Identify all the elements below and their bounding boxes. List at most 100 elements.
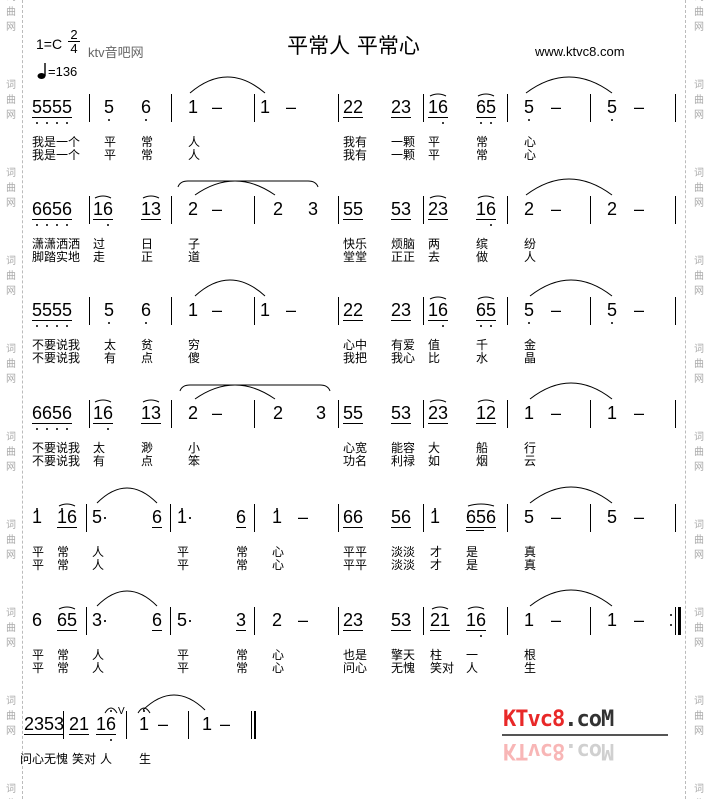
repeat-barline-thick [678, 607, 681, 635]
slur [529, 589, 613, 607]
lyric-word: 人 [92, 545, 105, 559]
lyric-word: 常 [141, 135, 154, 149]
time-top: 2 [70, 27, 78, 42]
barline [254, 196, 255, 224]
lyric-word: 平 [177, 558, 190, 572]
lyric-word: 平 [428, 148, 441, 162]
underline [391, 320, 411, 321]
lyric-word: 常 [57, 558, 70, 572]
lyric-word: 心 [272, 558, 285, 572]
high-octave-dot [276, 508, 278, 510]
final-barline-thick [254, 711, 256, 739]
low-octave-dot [46, 325, 48, 327]
underline [391, 527, 411, 528]
underline [476, 117, 496, 118]
note: 2 [524, 199, 535, 219]
lyric-word: 不要说我 [32, 441, 81, 455]
side-watermark: 词曲网 [6, 80, 16, 121]
song-title: 平常人 平常心 [287, 34, 420, 58]
lyric-word: 傻 [188, 351, 201, 365]
note: 1 [139, 714, 150, 734]
lyric-word: 点 [141, 351, 154, 365]
note: 2 [273, 403, 284, 423]
side-watermark: 词曲网 [6, 0, 16, 33]
note: – [220, 714, 231, 734]
slur [96, 590, 158, 607]
lyric-word: 子 [188, 237, 201, 251]
underline [466, 630, 486, 631]
lyric-word: 晶 [524, 351, 537, 365]
lyric-word: 道 [188, 250, 201, 264]
lyric-word: 船 [476, 441, 489, 455]
note: 5 [524, 507, 535, 527]
note: – [551, 97, 562, 117]
site-url[interactable]: www.ktvc8.com [535, 44, 625, 59]
low-octave-dot [46, 428, 48, 430]
barline [171, 196, 172, 224]
lyric-word: 行 [524, 441, 537, 455]
lyric-word: 无愧 [391, 661, 416, 675]
note: 16 [476, 199, 497, 219]
tie-mark [429, 195, 447, 199]
barline [170, 607, 171, 635]
underline [428, 117, 448, 118]
lyric-word: 小 [188, 441, 201, 455]
lyric-word: 不要说我 [32, 338, 81, 352]
barline [171, 297, 172, 325]
slur [96, 487, 158, 504]
underline [391, 423, 411, 424]
low-octave-dot [66, 325, 68, 327]
logo-red-text: KTvc8 [503, 707, 565, 732]
lyric-word: 擎天 [391, 648, 416, 662]
lyric-word: 平 [32, 648, 45, 662]
lyric-word: 平 [104, 135, 117, 149]
lyric-word: 才 [430, 558, 443, 572]
lyric-word: 一 [466, 648, 479, 662]
note: 1 [607, 610, 618, 630]
side-watermark: 词曲网 [694, 80, 704, 121]
note: – [551, 403, 562, 423]
note: 3 [308, 199, 319, 219]
lyric-word: 烟 [476, 454, 489, 468]
lyric-word: 淡淡 [391, 558, 416, 572]
underline [466, 527, 496, 528]
lyric-word: 平平 [343, 558, 368, 572]
lyric-word: 人 [92, 648, 105, 662]
low-octave-dot [56, 428, 58, 430]
side-watermark: 词曲网 [6, 432, 16, 473]
fermata-dot [110, 710, 112, 712]
ktvc8-logo[interactable]: KTvc8.coM [503, 707, 614, 733]
barline [507, 400, 508, 428]
low-octave-dot [528, 322, 530, 324]
lyric-word: 平 [177, 661, 190, 675]
low-octave-dot [108, 119, 110, 121]
low-octave-dot [66, 428, 68, 430]
high-octave-dot [61, 508, 63, 510]
barline [675, 504, 676, 532]
note: 5· [92, 507, 109, 527]
lyric-word: 堂堂 [343, 250, 368, 264]
note: 1 [524, 403, 535, 423]
lyric-word: 也是 [343, 648, 368, 662]
note: – [634, 97, 645, 117]
note: 53 [391, 403, 412, 423]
barline [507, 504, 508, 532]
note: 23 [343, 610, 364, 630]
tie-mark [429, 399, 447, 403]
lyric-word: 笑对 [430, 661, 455, 675]
low-octave-dot [110, 739, 112, 741]
note: – [158, 714, 169, 734]
note: 5 [607, 97, 618, 117]
lyric-word: 真 [524, 545, 537, 559]
note: – [551, 199, 562, 219]
note: 12 [476, 403, 497, 423]
note: 1 [188, 97, 199, 117]
low-octave-dot [611, 119, 613, 121]
lyric-word: 根 [524, 648, 537, 662]
note: 2 [188, 403, 199, 423]
note: 6 [152, 610, 163, 630]
underline [343, 423, 363, 424]
barline [254, 607, 255, 635]
lyric-word: 平平 [343, 545, 368, 559]
lyric-word: 心 [524, 135, 537, 149]
